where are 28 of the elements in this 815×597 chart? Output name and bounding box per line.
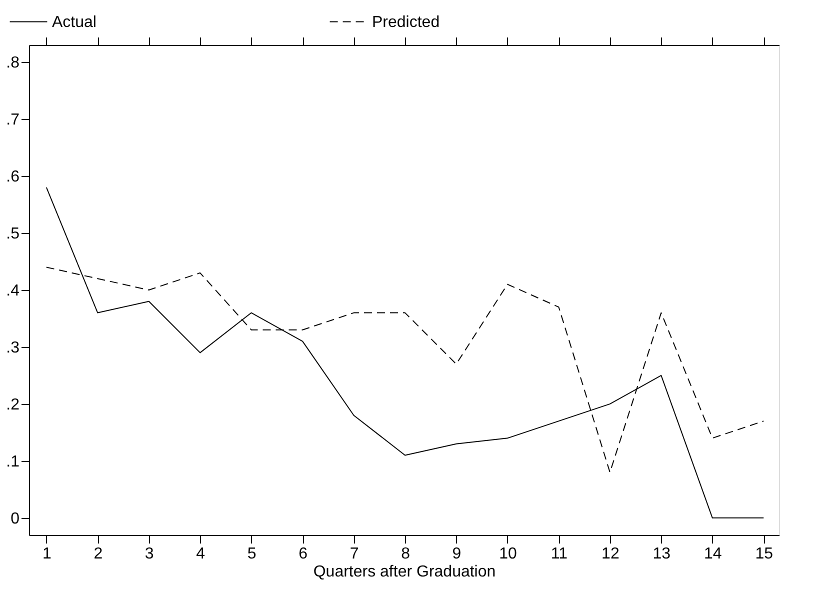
x-tick-label: 11: [550, 546, 568, 562]
y-tick-label: .3: [6, 339, 20, 356]
x-tick-label: 10: [499, 546, 517, 562]
x-tick-label: 8: [401, 546, 410, 562]
line-series: [46, 186, 764, 518]
y-tick-label: .4: [6, 282, 20, 300]
x-tick-label: 15: [755, 546, 774, 562]
y-tick-label: .7: [6, 112, 20, 129]
y-tick-label: .6: [6, 168, 20, 186]
y-tick-label: .1: [6, 453, 20, 470]
x-tick-label: 1: [42, 546, 52, 562]
x-tick-label: 3: [144, 546, 154, 562]
x-tick-label: 6: [298, 546, 308, 562]
y-tick-label: .5: [6, 226, 20, 243]
legend-label: Predicted: [372, 14, 440, 31]
x-tick-label: 9: [452, 546, 462, 562]
x-tick-label: 2: [94, 546, 103, 562]
y-tick-label: 0: [10, 510, 20, 528]
legend-label: Actual: [52, 14, 96, 31]
x-tick-label: 14: [704, 546, 722, 562]
x-axis-title: Quarters after Graduation: [313, 564, 496, 580]
x-tick-label: 7: [350, 546, 359, 562]
y-tick-label: .8: [6, 54, 20, 72]
x-tick-label: 4: [196, 546, 206, 562]
x-tick-label: 12: [602, 546, 620, 562]
x-tick-label: 13: [652, 546, 671, 562]
y-tick-label: .2: [6, 396, 20, 414]
x-tick-label: 5: [247, 546, 256, 562]
